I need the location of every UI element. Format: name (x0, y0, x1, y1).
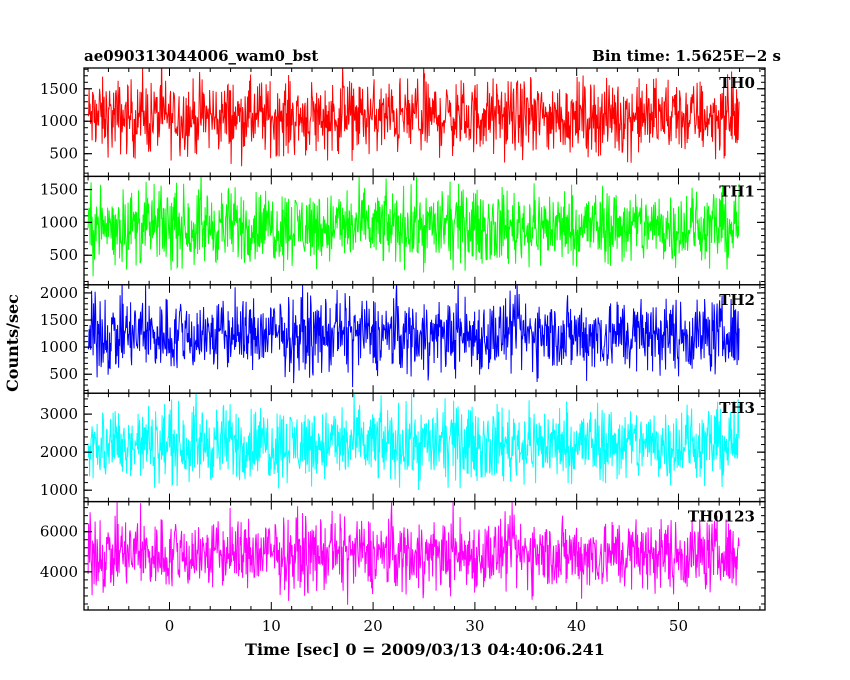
x-tick-label: 0 (165, 617, 175, 635)
panel-label: TH0123 (688, 508, 755, 526)
series-th3 (87, 393, 740, 491)
y-tick-label: 1000 (40, 112, 78, 130)
y-tick-label: 1500 (40, 311, 78, 329)
panels: 500 1000 1500 TH0 500 1000 1500 TH1 500 1000 1500 2… (40, 67, 766, 611)
series-th2 (87, 284, 740, 388)
series-th1 (87, 176, 740, 277)
bin-time-label: Bin time: 1.5625E−2 s (592, 47, 781, 65)
y-axis-label: Counts/sec (3, 294, 22, 392)
y-tick-label: 2000 (40, 443, 78, 461)
y-tick-label: 1000 (40, 213, 78, 231)
x-axis-label: Time [sec] 0 = 2009/03/13 04:40:06.241 (245, 640, 605, 659)
series-th0123 (87, 501, 740, 605)
panel-th3: 1000 2000 3000 TH3 (40, 392, 766, 503)
panel-label: TH2 (719, 291, 755, 309)
y-tick-label: 6000 (40, 523, 78, 541)
panel-th0123: 4000 6000 TH0123 (40, 500, 766, 611)
x-tick-label: 10 (262, 617, 281, 635)
panel-label: TH0 (719, 74, 755, 92)
y-tick-label: 500 (49, 246, 78, 264)
y-tick-label: 1500 (40, 80, 78, 98)
x-tick-label: 40 (567, 617, 586, 635)
series-th0 (87, 68, 740, 167)
y-tick-label: 1000 (40, 481, 78, 499)
y-tick-label: 500 (49, 145, 78, 163)
y-tick-label: 2000 (40, 284, 78, 302)
panel-label: TH1 (719, 182, 755, 200)
y-tick-label: 500 (49, 365, 78, 383)
x-tick-label: 30 (465, 617, 484, 635)
panel-th2: 500 1000 1500 2000 TH2 (40, 284, 766, 394)
y-tick-label: 1500 (40, 181, 78, 199)
chart-title: ae090313044006_wam0_bst (84, 47, 318, 65)
x-axis: 0 10 20 30 40 50 (165, 617, 688, 635)
panel-th1: 500 1000 1500 TH1 (40, 175, 766, 286)
x-tick-label: 50 (669, 617, 688, 635)
y-tick-label: 4000 (40, 563, 78, 581)
y-tick-label: 3000 (40, 405, 78, 423)
x-tick-label: 20 (364, 617, 383, 635)
y-tick-label: 1000 (40, 338, 78, 356)
panel-label: TH3 (719, 399, 755, 417)
